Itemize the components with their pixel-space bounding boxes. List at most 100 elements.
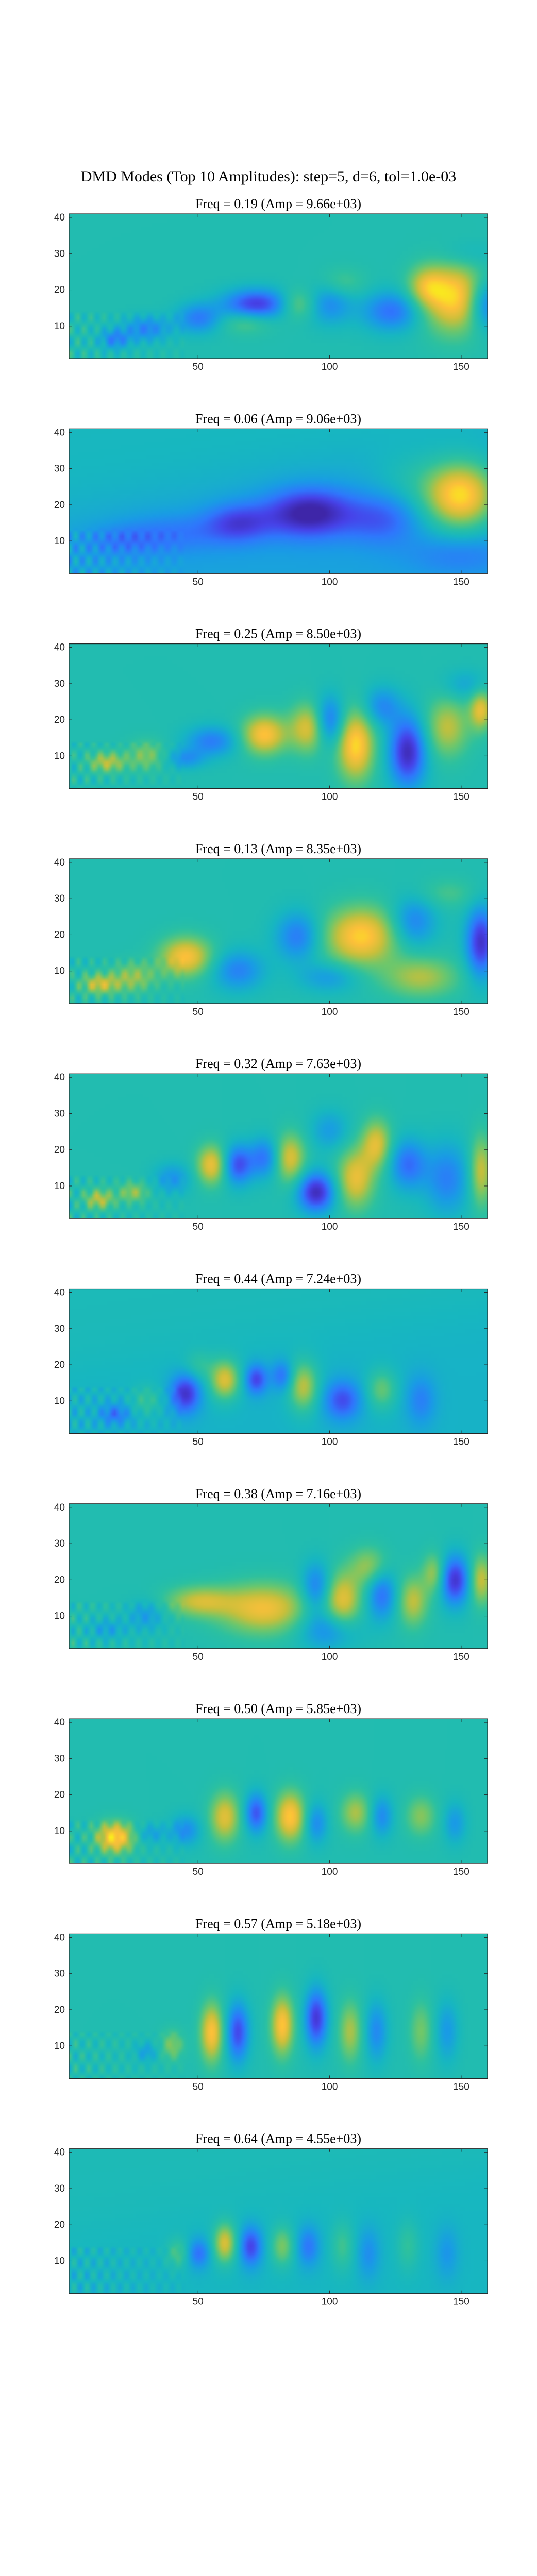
y-tick-label: 30: [54, 893, 65, 904]
axes-frame: [69, 2148, 488, 2294]
axes-frame: [69, 643, 488, 789]
y-tick-label: 10: [54, 966, 65, 977]
x-tick-label: 100: [322, 2297, 338, 2308]
y-tick-label: 40: [54, 1072, 65, 1083]
y-tick-label: 10: [54, 321, 65, 332]
x-tick-label: 150: [453, 577, 469, 587]
y-tick-label: 10: [54, 536, 65, 547]
mode-panel: Freq = 0.13 (Amp = 8.35e+03) 50 100 150 10 20…: [54, 841, 488, 1018]
y-tick-label: 20: [54, 285, 65, 296]
x-tick-label: 50: [193, 1222, 204, 1232]
y-tick-label: 30: [54, 1108, 65, 1119]
panel-title: Freq = 0.19 (Amp = 9.66e+03): [195, 196, 361, 211]
y-tick-label: 30: [54, 248, 65, 259]
mode-heatmap: [69, 1934, 488, 2079]
y-tick-label: 10: [54, 1396, 65, 1406]
panel-title: Freq = 0.57 (Amp = 5.18e+03): [195, 1916, 361, 1931]
y-tick-label: 30: [54, 2183, 65, 2194]
axes-frame: [69, 1073, 488, 1219]
y-tick-label: 20: [54, 1360, 65, 1370]
y-tick-label: 10: [54, 1826, 65, 1837]
axes-frame: [69, 428, 488, 574]
y-tick-label: 20: [54, 1574, 65, 1585]
x-tick-label: 50: [193, 362, 204, 372]
y-tick-label: 40: [54, 212, 65, 223]
y-tick-label: 40: [54, 642, 65, 653]
x-tick-label: 50: [193, 1652, 204, 1663]
x-tick-label: 100: [322, 1222, 338, 1232]
y-tick-label: 30: [54, 1538, 65, 1549]
axes-frame: [69, 858, 488, 1004]
x-tick-label: 100: [322, 362, 338, 372]
y-tick-label: 40: [54, 2147, 65, 2158]
mode-heatmap: [69, 214, 488, 359]
y-tick-label: 40: [54, 1717, 65, 1728]
y-tick-label: 30: [54, 679, 65, 689]
y-tick-label: 20: [54, 1145, 65, 1156]
y-tick-label: 10: [54, 751, 65, 761]
x-tick-label: 100: [322, 1007, 338, 1018]
panel-title: Freq = 0.06 (Amp = 9.06e+03): [195, 411, 361, 426]
y-tick-label: 40: [54, 427, 65, 438]
y-tick-label: 20: [54, 929, 65, 940]
mode-panels: Freq = 0.19 (Amp = 9.66e+03) 50 100 150 10 20…: [54, 196, 488, 2308]
panel-title: Freq = 0.13 (Amp = 8.35e+03): [195, 841, 361, 856]
y-tick-label: 20: [54, 1790, 65, 1801]
x-tick-label: 100: [322, 577, 338, 587]
y-tick-label: 10: [54, 2041, 65, 2052]
x-tick-label: 50: [193, 1007, 204, 1018]
x-tick-label: 50: [193, 2081, 204, 2092]
x-tick-label: 100: [322, 792, 338, 803]
mode-heatmap: [69, 2148, 488, 2294]
x-tick-label: 50: [193, 1867, 204, 1877]
mode-heatmap: [69, 1289, 488, 1434]
y-tick-label: 30: [54, 1753, 65, 1764]
x-tick-label: 150: [453, 1652, 469, 1663]
x-tick-label: 150: [453, 1867, 469, 1877]
y-tick-label: 20: [54, 500, 65, 511]
y-tick-label: 40: [54, 857, 65, 868]
mode-heatmap: [69, 1719, 488, 1864]
y-tick-label: 20: [54, 2005, 65, 2015]
mode-heatmap: [69, 1503, 488, 1649]
panel-title: Freq = 0.50 (Amp = 5.85e+03): [195, 1701, 361, 1716]
panel-title: Freq = 0.38 (Amp = 7.16e+03): [195, 1486, 361, 1501]
x-tick-label: 50: [193, 2297, 204, 2308]
axes-frame: [69, 1288, 488, 1434]
mode-panel: Freq = 0.06 (Amp = 9.06e+03) 50 100 150 10 20…: [54, 411, 488, 587]
axes-frame: [69, 1933, 488, 2079]
panel-title: Freq = 0.32 (Amp = 7.63e+03): [195, 1056, 361, 1071]
x-tick-label: 100: [322, 1652, 338, 1663]
x-tick-label: 50: [193, 577, 204, 587]
y-tick-label: 40: [54, 1932, 65, 1943]
x-tick-label: 50: [193, 1437, 204, 1448]
mode-panel: Freq = 0.38 (Amp = 7.16e+03) 50 100 150 10 20…: [54, 1486, 488, 1663]
x-tick-label: 100: [322, 1437, 338, 1448]
y-tick-label: 10: [54, 2256, 65, 2266]
x-tick-label: 150: [453, 792, 469, 803]
y-tick-label: 40: [54, 1502, 65, 1513]
y-tick-label: 40: [54, 1287, 65, 1298]
mode-heatmap: [69, 429, 488, 574]
mode-panel: Freq = 0.64 (Amp = 4.55e+03) 50 100 150 10 20…: [54, 2131, 488, 2308]
x-tick-label: 150: [453, 2297, 469, 2308]
figure-suptitle: DMD Modes (Top 10 Amplitudes): step=5, d…: [81, 168, 457, 185]
y-tick-label: 20: [54, 2219, 65, 2230]
mode-heatmap: [69, 858, 488, 1004]
mode-panel: Freq = 0.19 (Amp = 9.66e+03) 50 100 150 10 20…: [54, 196, 488, 372]
panel-title: Freq = 0.44 (Amp = 7.24e+03): [195, 1272, 361, 1286]
axes-frame: [69, 1718, 488, 1864]
y-tick-label: 30: [54, 1324, 65, 1334]
x-tick-label: 150: [453, 362, 469, 372]
y-tick-label: 30: [54, 1969, 65, 1979]
x-tick-label: 150: [453, 1437, 469, 1448]
y-tick-label: 30: [54, 464, 65, 474]
y-tick-label: 10: [54, 1181, 65, 1192]
panel-title: Freq = 0.25 (Amp = 8.50e+03): [195, 626, 361, 641]
mode-panel: Freq = 0.32 (Amp = 7.63e+03) 50 100 150 10 20…: [54, 1056, 488, 1232]
axes-frame: [69, 213, 488, 359]
x-tick-label: 100: [322, 1867, 338, 1877]
mode-panel: Freq = 0.25 (Amp = 8.50e+03) 50 100 150 10 20…: [54, 626, 488, 803]
panel-title: Freq = 0.64 (Amp = 4.55e+03): [195, 2131, 361, 2146]
y-tick-label: 10: [54, 1611, 65, 1622]
